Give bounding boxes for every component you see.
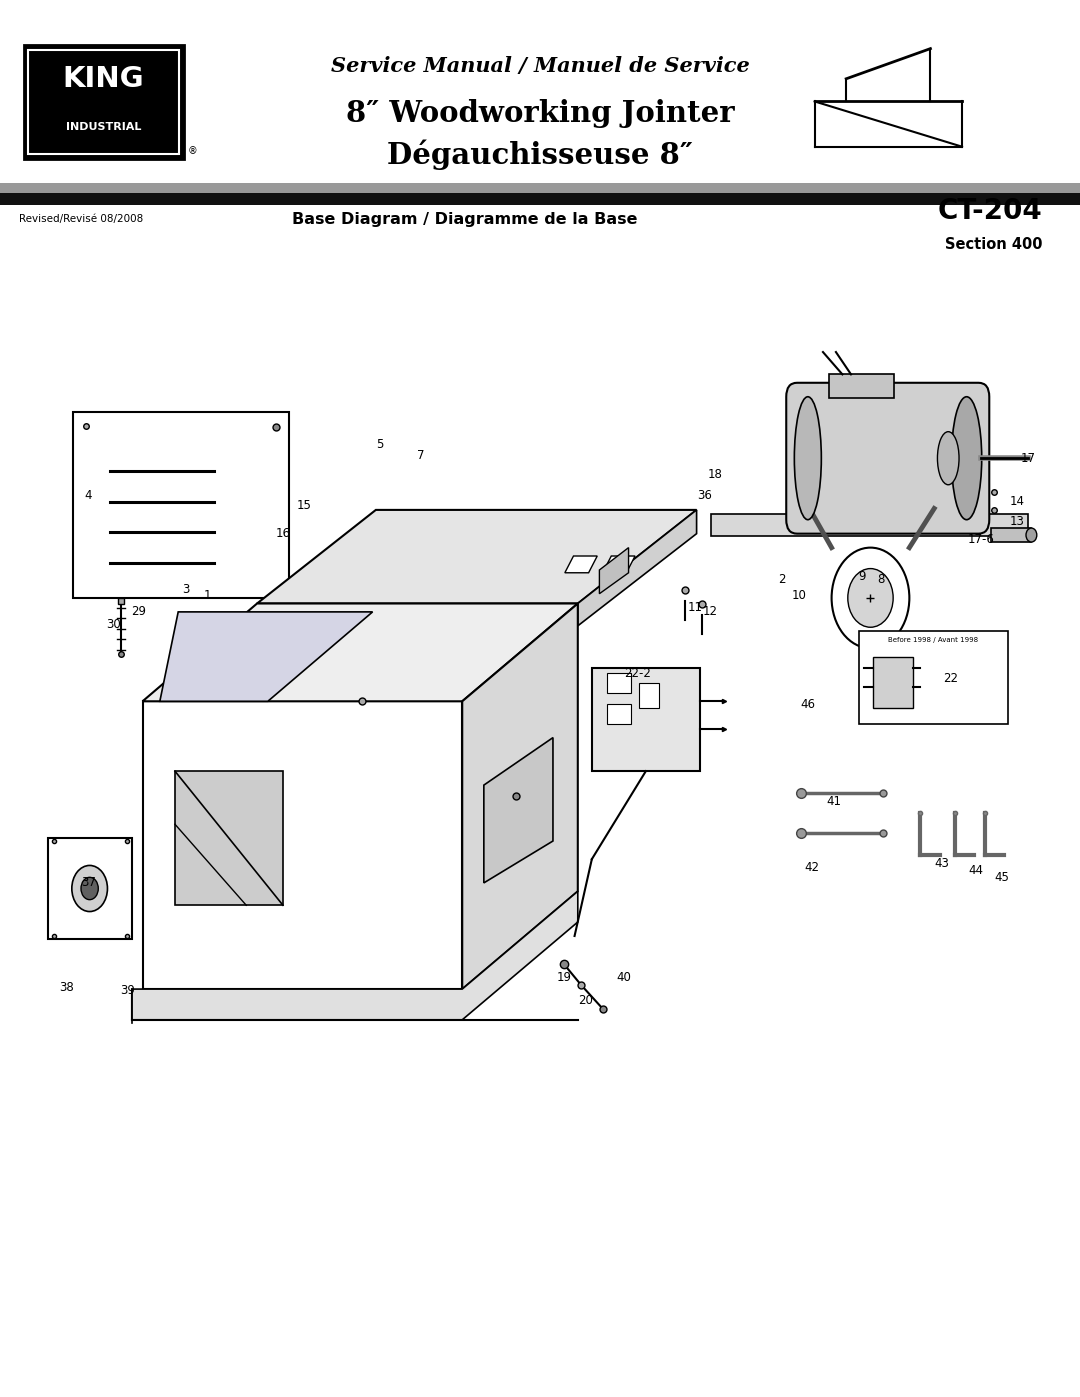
Ellipse shape	[71, 866, 108, 912]
Text: 37: 37	[81, 876, 96, 890]
Text: Base Diagram / Diagramme de la Base: Base Diagram / Diagramme de la Base	[292, 212, 637, 226]
Text: 3: 3	[183, 583, 189, 597]
FancyBboxPatch shape	[786, 383, 989, 534]
Text: 8″ Woodworking Jointer: 8″ Woodworking Jointer	[346, 99, 734, 127]
Polygon shape	[991, 528, 1031, 542]
Bar	[24, 45, 184, 159]
Ellipse shape	[795, 397, 822, 520]
Polygon shape	[175, 771, 283, 905]
Bar	[607, 704, 631, 724]
Text: INDUSTRIAL: INDUSTRIAL	[66, 122, 141, 133]
Bar	[607, 673, 631, 693]
Text: 5: 5	[377, 437, 383, 451]
Text: 15: 15	[297, 499, 312, 513]
Polygon shape	[132, 891, 578, 1020]
Ellipse shape	[951, 397, 982, 520]
Polygon shape	[73, 412, 289, 598]
Text: 12: 12	[703, 605, 718, 619]
Text: 44: 44	[969, 863, 984, 877]
Text: 9: 9	[859, 570, 865, 584]
Text: 14: 14	[1010, 495, 1025, 509]
Ellipse shape	[1026, 528, 1037, 542]
Text: 11: 11	[688, 601, 703, 615]
Text: 43: 43	[934, 856, 949, 870]
Polygon shape	[873, 657, 913, 708]
Text: Revised/Revisé 08/2008: Revised/Revisé 08/2008	[19, 214, 144, 225]
Bar	[0, 193, 1080, 205]
Polygon shape	[711, 514, 1028, 536]
Text: Before 1998 / Avant 1998: Before 1998 / Avant 1998	[888, 637, 978, 643]
Text: 22: 22	[943, 672, 958, 686]
Text: 46: 46	[800, 697, 815, 711]
Polygon shape	[257, 510, 697, 604]
Text: 36: 36	[697, 489, 712, 503]
Text: 30: 30	[106, 617, 121, 631]
Bar	[28, 50, 179, 154]
Bar	[859, 631, 1008, 724]
Polygon shape	[143, 604, 578, 701]
Text: 20: 20	[578, 993, 593, 1007]
Bar	[0, 183, 1080, 193]
Text: 16: 16	[275, 527, 291, 541]
Polygon shape	[160, 612, 373, 701]
Polygon shape	[565, 556, 597, 573]
Text: 7: 7	[418, 448, 424, 462]
Ellipse shape	[937, 432, 959, 485]
Text: ®: ®	[188, 147, 198, 156]
Text: 38: 38	[59, 981, 75, 995]
Text: 17: 17	[1021, 451, 1036, 465]
Text: 17-6: 17-6	[968, 532, 994, 546]
Text: 40: 40	[617, 971, 632, 985]
Text: 10: 10	[792, 588, 807, 602]
Text: 13: 13	[1010, 514, 1025, 528]
Polygon shape	[599, 548, 629, 594]
Polygon shape	[603, 556, 635, 573]
Text: 1: 1	[204, 588, 211, 602]
Bar	[48, 838, 132, 939]
Polygon shape	[578, 510, 697, 626]
Text: Service Manual / Manuel de Service: Service Manual / Manuel de Service	[330, 56, 750, 75]
Polygon shape	[592, 668, 700, 771]
Ellipse shape	[81, 877, 98, 900]
Text: 39: 39	[120, 983, 135, 997]
Text: 4: 4	[85, 489, 92, 503]
Text: 45: 45	[995, 870, 1010, 884]
Text: 8: 8	[878, 573, 885, 587]
Ellipse shape	[832, 548, 909, 648]
Polygon shape	[143, 701, 462, 989]
Text: 42: 42	[805, 861, 820, 875]
Text: Section 400: Section 400	[945, 237, 1042, 251]
Text: 19: 19	[556, 971, 571, 985]
Text: 18: 18	[707, 468, 723, 482]
Polygon shape	[462, 604, 578, 989]
Bar	[639, 683, 659, 708]
Text: Dégauchisseuse 8″: Dégauchisseuse 8″	[387, 140, 693, 170]
Text: CT-204: CT-204	[937, 197, 1042, 225]
Text: 41: 41	[826, 795, 841, 809]
Polygon shape	[829, 374, 894, 398]
Text: 2: 2	[779, 573, 785, 587]
Text: 22-2: 22-2	[624, 666, 650, 680]
Text: 29: 29	[131, 605, 146, 619]
Text: KING: KING	[63, 66, 145, 94]
Ellipse shape	[848, 569, 893, 627]
Polygon shape	[484, 738, 553, 883]
